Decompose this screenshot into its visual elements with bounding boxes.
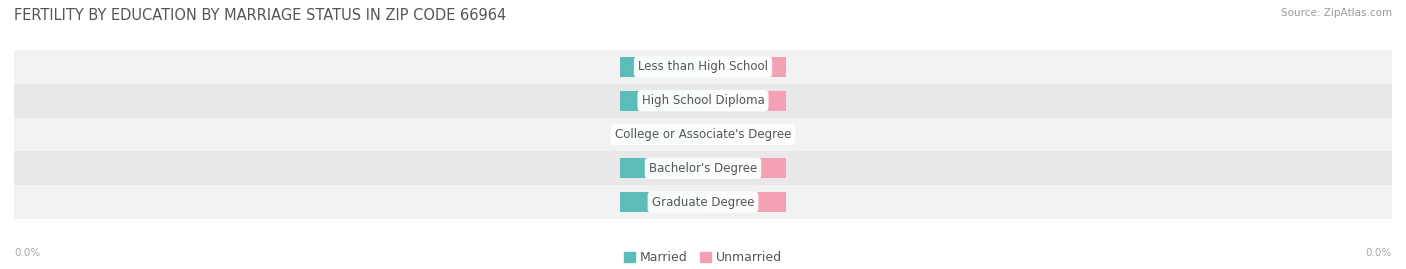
Bar [703, 158, 786, 178]
Text: 0.0%: 0.0% [730, 129, 759, 140]
Bar [14, 151, 1392, 185]
Bar [14, 84, 1392, 118]
Text: 0.0%: 0.0% [730, 62, 759, 72]
Text: High School Diploma: High School Diploma [641, 94, 765, 107]
Bar [620, 125, 703, 144]
Bar [620, 91, 703, 111]
Text: 0.0%: 0.0% [730, 96, 759, 106]
Text: Source: ZipAtlas.com: Source: ZipAtlas.com [1281, 8, 1392, 18]
Bar [703, 125, 786, 144]
Text: Bachelor's Degree: Bachelor's Degree [650, 162, 756, 175]
Bar [14, 50, 1392, 84]
Text: 0.0%: 0.0% [730, 197, 759, 207]
Bar [703, 192, 786, 212]
Bar [14, 185, 1392, 219]
Text: 0.0%: 0.0% [647, 197, 676, 207]
Text: 0.0%: 0.0% [647, 96, 676, 106]
Bar [703, 57, 786, 77]
Bar [620, 158, 703, 178]
Legend: Married, Unmarried: Married, Unmarried [619, 246, 787, 269]
Bar [620, 57, 703, 77]
Bar [703, 91, 786, 111]
Text: 0.0%: 0.0% [647, 62, 676, 72]
Text: 0.0%: 0.0% [1365, 248, 1392, 258]
Text: 0.0%: 0.0% [14, 248, 41, 258]
Text: 0.0%: 0.0% [647, 129, 676, 140]
Bar [620, 192, 703, 212]
Text: 0.0%: 0.0% [647, 163, 676, 173]
Text: College or Associate's Degree: College or Associate's Degree [614, 128, 792, 141]
Text: 0.0%: 0.0% [730, 163, 759, 173]
Text: FERTILITY BY EDUCATION BY MARRIAGE STATUS IN ZIP CODE 66964: FERTILITY BY EDUCATION BY MARRIAGE STATU… [14, 8, 506, 23]
Text: Less than High School: Less than High School [638, 61, 768, 73]
Bar [14, 118, 1392, 151]
Text: Graduate Degree: Graduate Degree [652, 196, 754, 208]
